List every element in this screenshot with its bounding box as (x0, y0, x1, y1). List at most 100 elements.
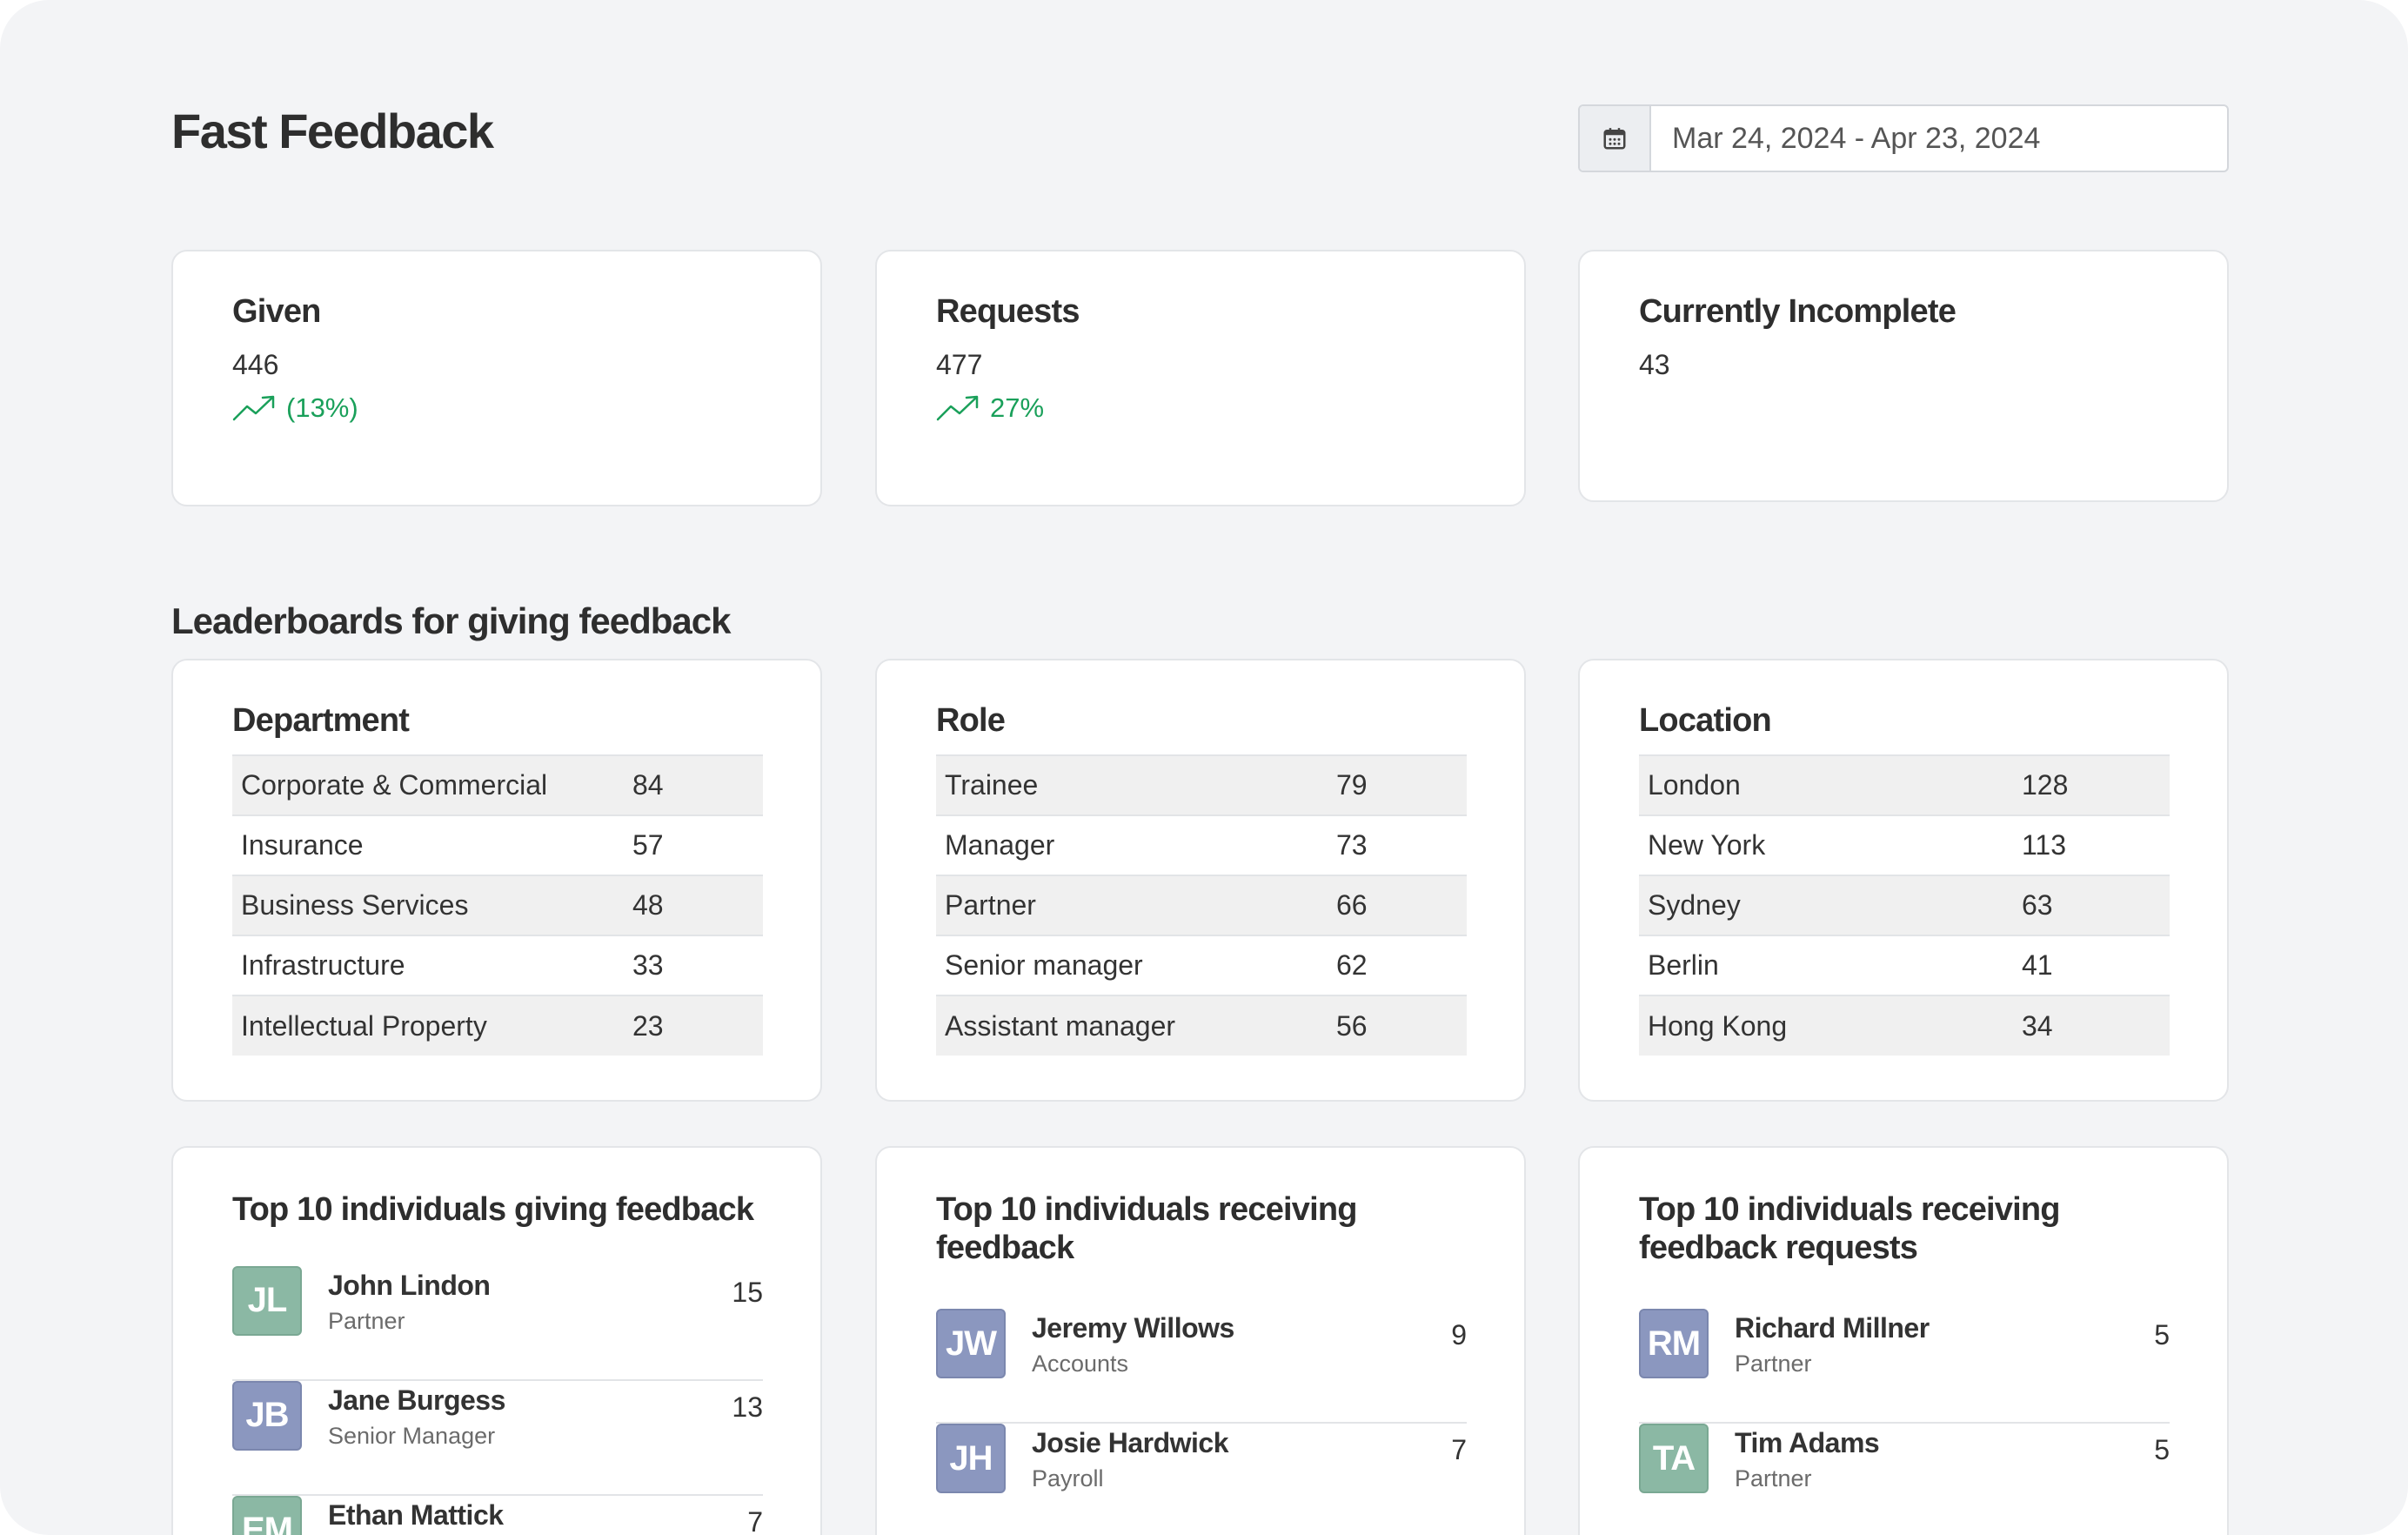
row-count: 23 (632, 1009, 664, 1042)
table-row: Berlin 41 (1639, 935, 2170, 995)
person-count: 5 (2154, 1319, 2170, 1351)
person-name: Ethan Mattick (328, 1498, 504, 1531)
leaderboard-title: Role (936, 702, 1006, 739)
leaderboard-department: Department Corporate & Commercial 84 Insu… (171, 659, 822, 1102)
person-name: Richard Millner (1735, 1312, 1930, 1344)
top-requests-title: Top 10 individuals receiving feedback re… (1639, 1191, 2061, 1266)
row-label: Infrastructure (241, 949, 405, 981)
row-count: 57 (632, 829, 664, 861)
stat-value: 477 (936, 349, 983, 380)
leaderboard-location: Location London 128 New York 113 Sydney 63 … (1578, 659, 2229, 1102)
top-giving-title: Top 10 individuals giving feedback (232, 1191, 754, 1228)
avatar: RM (1639, 1309, 1709, 1379)
row-count: 128 (2022, 769, 2069, 801)
row-count: 33 (632, 949, 664, 981)
table-row: New York 113 (1639, 815, 2170, 875)
row-label: Insurance (241, 829, 364, 861)
table-row: Intellectual Property 23 (232, 995, 763, 1056)
row-count: 63 (2022, 889, 2053, 921)
page-title: Fast Feedback (171, 104, 494, 158)
stat-value: 43 (1639, 349, 1670, 380)
person-count: 7 (1451, 1434, 1467, 1466)
person-role: Accounts (1032, 1351, 1129, 1377)
date-range-picker[interactable]: Mar 24, 2024 - Apr 23, 2024 (1578, 104, 2229, 172)
list-item[interactable]: JH Josie Hardwick Payroll 7 (936, 1424, 1467, 1535)
table-row: Corporate & Commercial 84 (232, 755, 763, 815)
stat-card-requests: Requests 477 27% (875, 250, 1526, 506)
row-label: Assistant manager (945, 1009, 1176, 1042)
person-role: Partner (328, 1307, 405, 1334)
avatar: JL (232, 1265, 302, 1336)
person-name: Josie Hardwick (1032, 1427, 1229, 1459)
row-label: Hong Kong (1648, 1009, 1788, 1042)
table-row: Partner 66 (936, 875, 1467, 935)
trending-up-icon (232, 395, 275, 421)
list-item[interactable]: JL John Lindon Partner 15 (232, 1265, 763, 1381)
stat-title: Requests (936, 293, 1080, 330)
person-name: John Lindon (328, 1269, 491, 1301)
list-item[interactable]: JB Jane Burgess Senior Manager 13 (232, 1380, 763, 1496)
stat-trend-value: (13%) (286, 392, 358, 423)
table-row: Trainee 79 (936, 755, 1467, 815)
leaderboard-table: Trainee 79 Manager 73 Partner 66 Senior man… (936, 754, 1467, 1056)
list-item[interactable]: RM Richard Millner Partner 5 (1639, 1309, 2170, 1424)
list-item[interactable]: TA Tim Adams Partner 5 (1639, 1424, 2170, 1535)
avatar: EM (232, 1495, 302, 1535)
person-count: 7 (747, 1505, 763, 1535)
table-row: Infrastructure 33 (232, 935, 763, 995)
person-list: JW Jeremy Willows Accounts 9 JH Josie Ha… (936, 1309, 1467, 1535)
avatar: JB (232, 1380, 302, 1451)
trending-up-icon (936, 395, 979, 421)
top-requests-card: Top 10 individuals receiving feedback re… (1578, 1146, 2229, 1535)
table-row: London 128 (1639, 755, 2170, 815)
stat-card-incomplete: Currently Incomplete 43 (1578, 250, 2229, 502)
top-receiving-card: Top 10 individuals receiving feedback JW… (875, 1146, 1526, 1535)
row-label: Manager (945, 829, 1055, 861)
avatar: JW (936, 1309, 1006, 1379)
table-row: Insurance 57 (232, 815, 763, 875)
calendar-button[interactable] (1580, 106, 1651, 171)
row-count: 41 (2022, 949, 2053, 981)
date-range-input[interactable]: Mar 24, 2024 - Apr 23, 2024 (1672, 121, 2041, 155)
row-count: 84 (632, 769, 664, 801)
leaderboard-role: Role Trainee 79 Manager 73 Partner 66 Senio… (875, 659, 1526, 1102)
row-label: Senior manager (945, 949, 1143, 981)
stat-title: Given (232, 293, 321, 330)
table-row: Manager 73 (936, 815, 1467, 875)
leaderboards-title: Leaderboards for giving feedback (171, 600, 732, 641)
top-giving-card: Top 10 individuals giving feedback JL Jo… (171, 1146, 822, 1535)
row-label: New York (1648, 829, 1766, 861)
stat-title: Currently Incomplete (1639, 293, 1956, 330)
row-label: Business Services (241, 889, 469, 921)
table-row: Hong Kong 34 (1639, 995, 2170, 1056)
stat-trend-value: 27% (990, 392, 1045, 423)
stat-card-given: Given 446 (13%) (171, 250, 822, 506)
row-count: 113 (2022, 829, 2067, 861)
row-count: 62 (1336, 949, 1368, 981)
row-label: Berlin (1648, 949, 1719, 981)
row-label: London (1648, 769, 1741, 801)
row-label: Trainee (945, 769, 1039, 801)
list-item[interactable]: EM Ethan Mattick 7 (232, 1495, 763, 1535)
table-row: Assistant manager 56 (936, 995, 1467, 1056)
person-role: Payroll (1032, 1465, 1104, 1492)
person-role: Senior Manager (328, 1422, 496, 1449)
row-count: 73 (1336, 829, 1368, 861)
person-name: Tim Adams (1735, 1427, 1880, 1459)
person-list: JL John Lindon Partner 15 JB Jane Burges… (232, 1265, 763, 1535)
person-count: 5 (2154, 1434, 2170, 1466)
calendar-icon (1603, 128, 1626, 150)
row-label: Intellectual Property (241, 1009, 487, 1042)
list-item[interactable]: JW Jeremy Willows Accounts 9 (936, 1309, 1467, 1424)
avatar: TA (1639, 1424, 1709, 1494)
table-row: Senior manager 62 (936, 935, 1467, 995)
person-name: Jane Burgess (328, 1384, 505, 1416)
leaderboard-table: London 128 New York 113 Sydney 63 Berlin 41 … (1639, 754, 2170, 1056)
top-receiving-title: Top 10 individuals receiving feedback (936, 1191, 1358, 1266)
row-label: Corporate & Commercial (241, 769, 548, 801)
leaderboard-title: Location (1639, 702, 1772, 739)
row-label: Sydney (1648, 889, 1741, 921)
person-count: 15 (732, 1276, 763, 1308)
person-role: Partner (1735, 1351, 1812, 1377)
